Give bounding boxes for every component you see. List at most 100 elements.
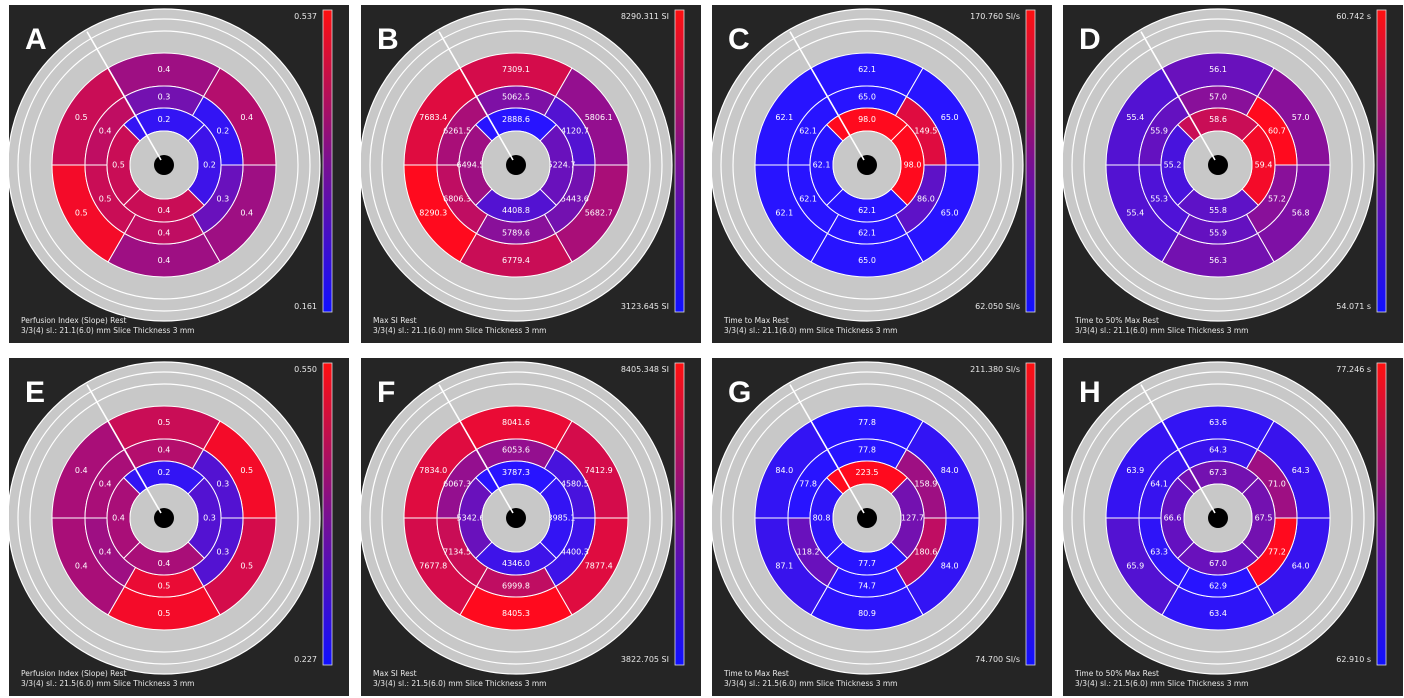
panel-letter: G <box>728 376 751 409</box>
footer-map-name: Perfusion Index (Slope) Rest <box>21 316 127 325</box>
outer-segment-label: 64.3 <box>1292 466 1310 475</box>
inner-segment-label: 77.7 <box>858 559 876 568</box>
mid-segment-label: 0.4 <box>99 480 112 489</box>
inner-segment-label: 3985.1 <box>548 514 576 523</box>
colorbar-min-label: 62.910 s <box>1336 655 1371 664</box>
outer-segment-label: 55.4 <box>1126 208 1144 217</box>
bullseye-chart: 56.1 57.0 56.8 56.3 55.4 55.4 57.0 60.7 57.2 55.9… <box>1063 8 1387 335</box>
mid-segment-label: 0.4 <box>158 229 171 238</box>
inner-segment-label: 0.5 <box>112 161 125 170</box>
outer-segment-label: 6779.4 <box>502 256 530 265</box>
inner-segment-label: 66.6 <box>1164 514 1182 523</box>
footer-slice-info: 3/3(4) sl.: 21.5(6.0) mm Slice Thickness… <box>724 679 898 688</box>
colorbar-max-label: 170.760 SI/s <box>970 12 1020 21</box>
colorbar-max-label: 8290.311 SI <box>621 12 669 21</box>
colorbar <box>1376 9 1387 313</box>
colorbar-min-label: 3123.645 SI <box>621 302 669 311</box>
inner-segment-label: 62.1 <box>858 206 876 215</box>
footer-map-name: Time to 50% Max Rest <box>1074 316 1159 325</box>
outer-segment-label: 0.4 <box>158 256 171 265</box>
panel-d: 56.1 57.0 56.8 56.3 55.4 55.4 57.0 60.7 57.2 55.9… <box>1063 5 1403 343</box>
reference-needle <box>789 384 865 514</box>
panel-b: 7309.1 5806.1 5682.7 6779.4 8290.3 7683.4 5062… <box>361 5 701 343</box>
inner-segment-label: 4408.8 <box>502 206 530 215</box>
colorbar <box>322 9 333 313</box>
colorbar-max-label: 0.537 <box>294 12 317 21</box>
bullseye-chart: 8041.6 7412.9 7877.4 8405.3 7677.8 7834.0 6053… <box>361 361 685 688</box>
bullseye-chart: 63.6 64.3 64.0 63.4 65.9 63.9 64.3 71.0 77.2 62.9… <box>1063 361 1387 688</box>
mid-segment-label: 149.5 <box>914 127 937 136</box>
colorbar-max-label: 60.742 s <box>1336 12 1371 21</box>
outer-segment-label: 5806.1 <box>585 113 613 122</box>
outer-segment-label: 0.4 <box>158 65 171 74</box>
panel-g: 77.8 84.0 84.0 80.9 87.1 84.0 77.8 158.9 180.6 74… <box>712 358 1052 696</box>
center-hole <box>857 508 877 528</box>
colorbar <box>674 362 685 666</box>
inner-segment-label: 67.0 <box>1209 559 1227 568</box>
mid-segment-label: 4580.5 <box>561 480 589 489</box>
inner-segment-label: 2888.6 <box>502 115 530 124</box>
panel-f: 8041.6 7412.9 7877.4 8405.3 7677.8 7834.0 6053… <box>361 358 701 696</box>
bullseye-chart: 0.4 0.4 0.4 0.4 0.5 0.5 0.3 0.2 0.3 0.4 0.5 0.4 0.2 0… <box>9 8 333 335</box>
outer-segment-label: 0.4 <box>75 561 88 570</box>
panel-letter: E <box>25 376 45 409</box>
colorbar <box>1025 9 1036 313</box>
mid-segment-label: 6053.6 <box>502 446 530 455</box>
footer-map-name: Perfusion Index (Slope) Rest <box>21 669 127 678</box>
inner-segment-label: 67.3 <box>1209 468 1227 477</box>
center-hole <box>1208 508 1228 528</box>
mid-segment-label: 71.0 <box>1268 480 1286 489</box>
outer-segment-label: 0.5 <box>158 609 171 618</box>
colorbar-min-label: 74.700 SI/s <box>975 655 1020 664</box>
inner-segment-label: 5224.7 <box>548 161 576 170</box>
inner-segment-label: 6494.5 <box>457 161 485 170</box>
reference-needle <box>86 31 162 161</box>
outer-segment-label: 0.5 <box>240 466 253 475</box>
colorbar-max-label: 211.380 SI/s <box>970 365 1020 374</box>
outer-segment-label: 8405.3 <box>502 609 530 618</box>
inner-segment-label: 67.5 <box>1255 514 1273 523</box>
panel-letter: A <box>25 23 47 56</box>
mid-segment-label: 180.6 <box>914 548 937 557</box>
panel-letter: B <box>377 23 399 56</box>
mid-segment-label: 7134.5 <box>443 548 471 557</box>
center-hole <box>857 155 877 175</box>
outer-segment-label: 77.8 <box>858 418 876 427</box>
outer-segment-label: 8290.3 <box>419 208 447 217</box>
mid-segment-label: 64.1 <box>1150 480 1168 489</box>
outer-segment-label: 84.0 <box>775 466 793 475</box>
inner-segment-label: 4346.0 <box>502 559 530 568</box>
mid-segment-label: 60.7 <box>1268 127 1286 136</box>
mid-segment-label: 65.0 <box>858 93 876 102</box>
panel-letter: D <box>1079 23 1101 56</box>
outer-segment-label: 63.6 <box>1209 418 1227 427</box>
reference-needle <box>438 31 514 161</box>
mid-segment-label: 57.2 <box>1268 195 1286 204</box>
colorbar-max-label: 77.246 s <box>1336 365 1371 374</box>
mid-segment-label: 6806.3 <box>443 195 471 204</box>
inner-segment-label: 0.2 <box>158 468 171 477</box>
footer-slice-info: 3/3(4) sl.: 21.1(6.0) mm Slice Thickness… <box>373 326 547 335</box>
mid-segment-label: 62.1 <box>799 195 817 204</box>
outer-segment-label: 7683.4 <box>419 113 447 122</box>
reference-needle <box>1140 31 1216 161</box>
outer-segment-label: 0.5 <box>75 113 88 122</box>
mid-segment-label: 77.8 <box>799 480 817 489</box>
inner-segment-label: 5342.6 <box>457 514 485 523</box>
center-hole <box>1208 155 1228 175</box>
outer-segment-label: 0.5 <box>158 418 171 427</box>
footer-map-name: Max SI Rest <box>373 669 417 678</box>
mid-segment-label: 0.3 <box>217 480 230 489</box>
footer-map-name: Max SI Rest <box>373 316 417 325</box>
footer-slice-info: 3/3(4) sl.: 21.1(6.0) mm Slice Thickness… <box>21 326 195 335</box>
mid-segment-label: 55.3 <box>1150 195 1168 204</box>
outer-segment-label: 57.0 <box>1292 113 1310 122</box>
reference-needle <box>789 31 865 161</box>
reference-needle <box>438 384 514 514</box>
inner-segment-label: 0.3 <box>203 514 216 523</box>
panel-e: 0.5 0.5 0.5 0.5 0.4 0.4 0.4 0.3 0.3 0.5 0.4 0.4 0.2 0… <box>9 358 349 696</box>
mid-segment-label: 6261.5 <box>443 127 471 136</box>
outer-segment-label: 64.0 <box>1292 561 1310 570</box>
panel-a: 0.4 0.4 0.4 0.4 0.5 0.5 0.3 0.2 0.3 0.4 0.5 0.4 0.2 0… <box>9 5 349 343</box>
inner-segment-label: 127.7 <box>901 514 924 523</box>
